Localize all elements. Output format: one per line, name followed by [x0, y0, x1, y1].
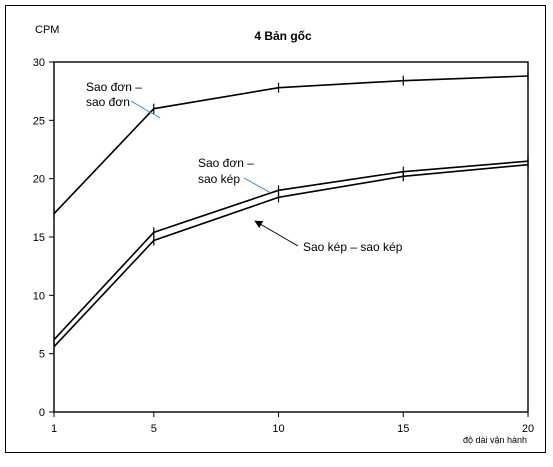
- x-tick-label: 1: [51, 423, 57, 435]
- annotation-line-1: Sao kép – sao kép: [303, 240, 403, 254]
- y-tick-label: 0: [39, 407, 45, 419]
- annotation-sao-don-sao-don: Sao đơn – sao đơn: [86, 80, 161, 119]
- series-line-3: [53, 163, 529, 348]
- annotation-line-1: Sao đơn –: [198, 156, 254, 170]
- chart-frame: [5, 5, 546, 453]
- y-tick-label: 10: [33, 290, 45, 302]
- y-tick-label: 15: [33, 232, 45, 244]
- series-line-2: [53, 160, 529, 341]
- y-tick-label: 5: [39, 349, 45, 361]
- annotation-sao-don-sao-kep: Sao đơn – sao kép: [198, 156, 272, 194]
- x-tick-label: 5: [151, 423, 157, 435]
- annotation-line-1: Sao đơn –: [86, 80, 142, 94]
- x-axis: 1 5 10 15 20: [51, 412, 534, 435]
- annotation-pointer: [130, 100, 161, 119]
- x-tick-label: 20: [522, 423, 534, 435]
- y-tick-label: 30: [33, 57, 45, 69]
- x-tick-label: 10: [272, 423, 284, 435]
- series-layer: [53, 71, 529, 352]
- annotation-sao-kep-sao-kep: Sao kép – sao kép: [254, 220, 403, 254]
- annotation-line-2: sao kép: [198, 172, 240, 186]
- x-tick-label: 15: [397, 423, 409, 435]
- y-axis: 0 5 10 15 20 25 30: [33, 57, 54, 419]
- annotation-pointer: [243, 177, 272, 194]
- annotation-line-2: sao đơn: [86, 95, 130, 109]
- plot-area: [53, 61, 529, 413]
- y-tick-label: 25: [33, 115, 45, 127]
- y-tick-label: 20: [33, 174, 45, 186]
- annotation-arrow: [254, 220, 299, 247]
- y-axis-label: CPM: [35, 24, 59, 36]
- chart-title: 4 Bản gốc: [254, 29, 312, 43]
- x-axis-label: độ dài vận hành: [463, 435, 527, 445]
